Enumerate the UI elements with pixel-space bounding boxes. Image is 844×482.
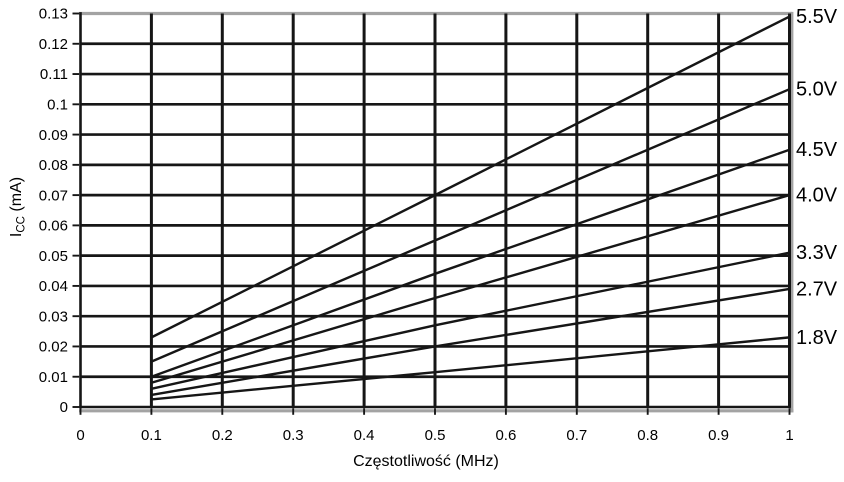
y-tick-label-0.12: 0.12 — [39, 36, 68, 53]
series-line-5.0V — [150, 88, 790, 363]
x-axis-title: Częstotliwość (MHz) — [353, 453, 499, 470]
y-tick-label-0.09: 0.09 — [39, 127, 68, 144]
y-tick-label-0.02: 0.02 — [39, 339, 68, 356]
x-tick-label-0.9: 0.9 — [708, 427, 729, 444]
series-line-5.5V — [150, 15, 791, 339]
y-axis-title-symbol: I — [8, 233, 25, 237]
x-tick-label-0.1: 0.1 — [141, 427, 162, 444]
x-tick-label-0.5: 0.5 — [425, 427, 446, 444]
series-line-2.7V — [151, 287, 790, 397]
y-tick-label-0.03: 0.03 — [39, 308, 68, 325]
y-tick-label-0: 0 — [60, 399, 68, 416]
x-tick-label-0.7: 0.7 — [566, 427, 587, 444]
x-tick-label-1: 1 — [785, 427, 793, 444]
series-line-4.0V — [151, 193, 790, 384]
x-tick-label-0: 0 — [76, 427, 84, 444]
tick-labels-layer: 0 0.01 0.02 0.03 0.04 0.05 0.06 0.07 0.08 0.09 0.1… — [39, 6, 794, 444]
y-tick-label-0.07: 0.07 — [39, 187, 68, 204]
y-tick-label-0.13: 0.13 — [39, 6, 68, 23]
y-tick-label-0.01: 0.01 — [39, 369, 68, 386]
y-tick-label-0.08: 0.08 — [39, 157, 68, 174]
y-axis-title: ICC (mA) — [8, 177, 28, 237]
y-tick-label-0.05: 0.05 — [39, 248, 68, 265]
series-line-1.8V — [151, 336, 790, 401]
series-label-5.5V: 5.5V — [796, 6, 838, 28]
series-label-4.5V: 4.5V — [796, 139, 838, 161]
x-tick-label-0.4: 0.4 — [354, 427, 375, 444]
y-tick-label-0.06: 0.06 — [39, 218, 68, 235]
y-axis-title-subscript: CC — [16, 216, 28, 233]
x-tick-label-0.6: 0.6 — [495, 427, 516, 444]
axes-layer — [79, 12, 791, 409]
series-labels-layer: 5.5V 5.0V 4.5V 4.0V 3.3V 2.7V 1.8V — [796, 6, 838, 349]
series-label-3.3V: 3.3V — [796, 242, 838, 264]
tick-marks-layer — [72, 12, 791, 415]
x-tick-label-0.3: 0.3 — [283, 427, 304, 444]
x-tick-label-0.2: 0.2 — [212, 427, 233, 444]
gridlines-layer — [80, 13, 791, 407]
series-line-3.3V — [151, 251, 790, 391]
y-tick-label-0.11: 0.11 — [40, 66, 68, 83]
y-tick-label-0.1: 0.1 — [47, 97, 68, 114]
series-label-5.0V: 5.0V — [796, 79, 838, 101]
series-label-1.8V: 1.8V — [796, 327, 838, 349]
y-tick-label-0.04: 0.04 — [39, 278, 68, 295]
series-label-2.7V: 2.7V — [796, 278, 838, 300]
x-tick-label-0.8: 0.8 — [637, 427, 658, 444]
y-axis-title-unit: (mA) — [8, 177, 25, 216]
series-line-4.5V — [150, 148, 790, 378]
series-label-4.0V: 4.0V — [796, 185, 838, 207]
series-lines-layer — [150, 15, 791, 401]
